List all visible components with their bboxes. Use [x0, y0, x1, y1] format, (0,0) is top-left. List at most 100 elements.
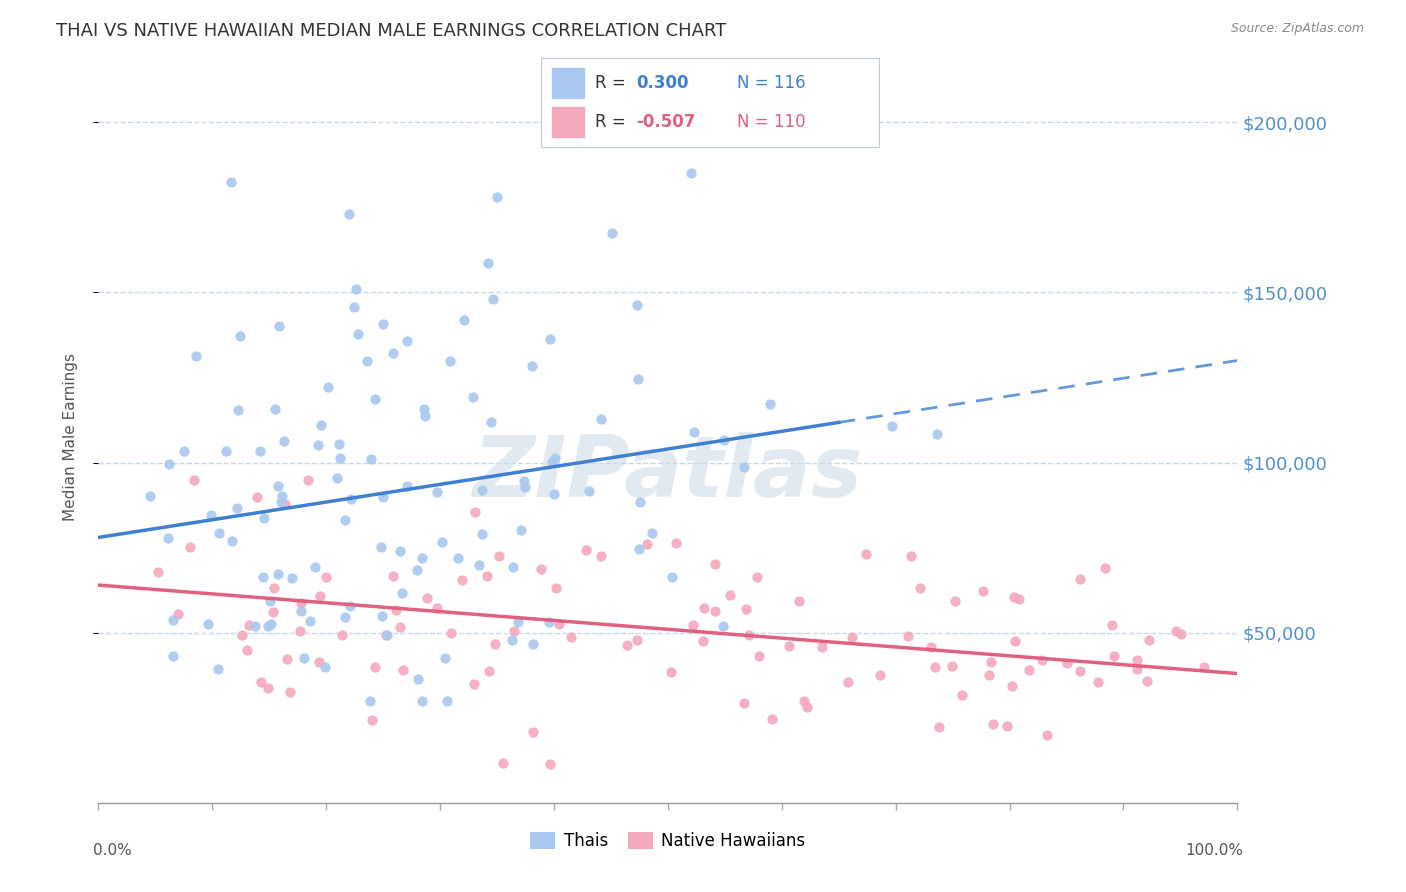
Point [733, 459, 755, 474]
Point [683, 425, 706, 439]
Point [501, 633, 523, 648]
Point [392, 663, 415, 677]
Point [1137, 632, 1160, 647]
Point [548, 617, 571, 632]
Text: R =: R = [595, 113, 631, 131]
Point [436, 694, 458, 708]
Point [1136, 674, 1159, 689]
Point [628, 541, 651, 556]
Point [221, 533, 243, 548]
Point [748, 649, 770, 664]
Point [375, 627, 398, 641]
Point [396, 334, 419, 348]
Point [340, 492, 363, 507]
Point [910, 581, 932, 595]
Point [692, 633, 714, 648]
Point [952, 688, 974, 702]
Point [447, 550, 470, 565]
Point [253, 510, 276, 524]
Point [616, 638, 638, 652]
Point [373, 490, 395, 504]
Point [626, 633, 648, 648]
Point [478, 664, 501, 678]
Point [1001, 679, 1024, 693]
Point [416, 591, 439, 606]
Point [626, 298, 648, 312]
Point [273, 434, 295, 448]
Legend: Thais, Native Hawaiians: Thais, Native Hawaiians [523, 825, 813, 856]
Point [471, 483, 494, 498]
Y-axis label: Median Male Earnings: Median Male Earnings [63, 353, 77, 521]
Point [520, 359, 543, 373]
Point [1101, 617, 1123, 632]
Point [139, 489, 162, 503]
Point [413, 409, 436, 424]
Point [711, 619, 734, 633]
Point [538, 332, 561, 346]
Point [1170, 626, 1192, 640]
Point [1094, 561, 1116, 575]
Point [477, 569, 499, 583]
Point [484, 637, 506, 651]
Bar [551, 67, 585, 99]
Point [897, 630, 920, 644]
Point [382, 345, 405, 359]
Point [486, 190, 509, 204]
Point [522, 636, 544, 650]
Text: -0.507: -0.507 [636, 113, 695, 131]
Point [257, 681, 280, 696]
Point [718, 588, 741, 602]
Point [735, 602, 758, 616]
Point [471, 526, 494, 541]
Point [252, 570, 274, 584]
Point [328, 437, 350, 451]
Point [157, 531, 180, 545]
Point [260, 616, 283, 631]
Point [290, 604, 312, 618]
Point [927, 427, 949, 442]
Point [267, 567, 290, 582]
Point [238, 618, 260, 632]
Point [513, 480, 536, 494]
Point [215, 443, 238, 458]
Point [627, 372, 650, 386]
Point [1056, 657, 1078, 671]
Point [243, 619, 266, 633]
Point [1004, 634, 1026, 648]
Point [1018, 663, 1040, 677]
Point [426, 601, 449, 615]
Point [228, 329, 250, 343]
Point [882, 419, 904, 434]
Point [308, 656, 330, 670]
Point [453, 312, 475, 326]
Point [537, 615, 560, 630]
Point [482, 292, 505, 306]
Point [704, 557, 727, 571]
Point [738, 628, 761, 642]
Point [745, 569, 768, 583]
Point [508, 615, 530, 630]
Point [432, 534, 454, 549]
Point [928, 720, 950, 734]
Point [371, 318, 394, 332]
Point [270, 489, 292, 503]
Point [793, 694, 815, 708]
Point [488, 549, 510, 563]
Point [787, 594, 810, 608]
Point [1002, 590, 1025, 604]
Point [461, 390, 484, 404]
Point [560, 630, 582, 644]
Point [1008, 592, 1031, 607]
Point [943, 594, 966, 608]
Point [364, 660, 387, 674]
Point [713, 433, 735, 447]
Point [264, 402, 287, 417]
Point [259, 594, 281, 608]
Point [837, 675, 859, 690]
Point [440, 625, 463, 640]
Point [299, 614, 322, 628]
Point [385, 603, 408, 617]
Point [235, 643, 257, 657]
Point [267, 318, 290, 333]
Point [811, 640, 834, 654]
